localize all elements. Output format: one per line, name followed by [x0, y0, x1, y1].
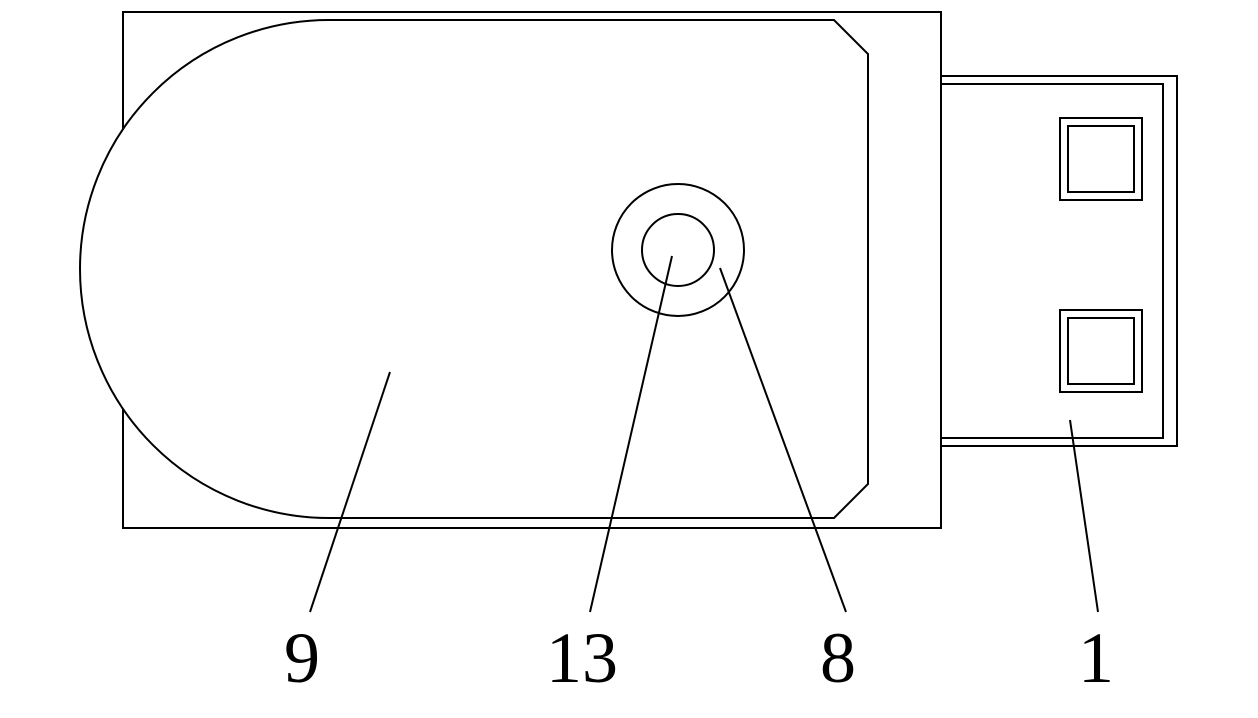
callout-label-1: 1: [1078, 618, 1114, 698]
usb-device-diagram: 9 13 8 1: [0, 0, 1258, 718]
callout-label-8: 8: [820, 618, 856, 698]
usb-hole-bottom-inner: [1068, 318, 1134, 384]
callout-label-13: 13: [546, 618, 618, 698]
callout-line-1: [1070, 420, 1098, 612]
usb-hole-top-outer: [1060, 118, 1142, 200]
swivel-cover: [80, 20, 868, 518]
usb-hole-top-inner: [1068, 126, 1134, 192]
callout-label-9: 9: [284, 618, 320, 698]
usb-hole-bottom-outer: [1060, 310, 1142, 392]
